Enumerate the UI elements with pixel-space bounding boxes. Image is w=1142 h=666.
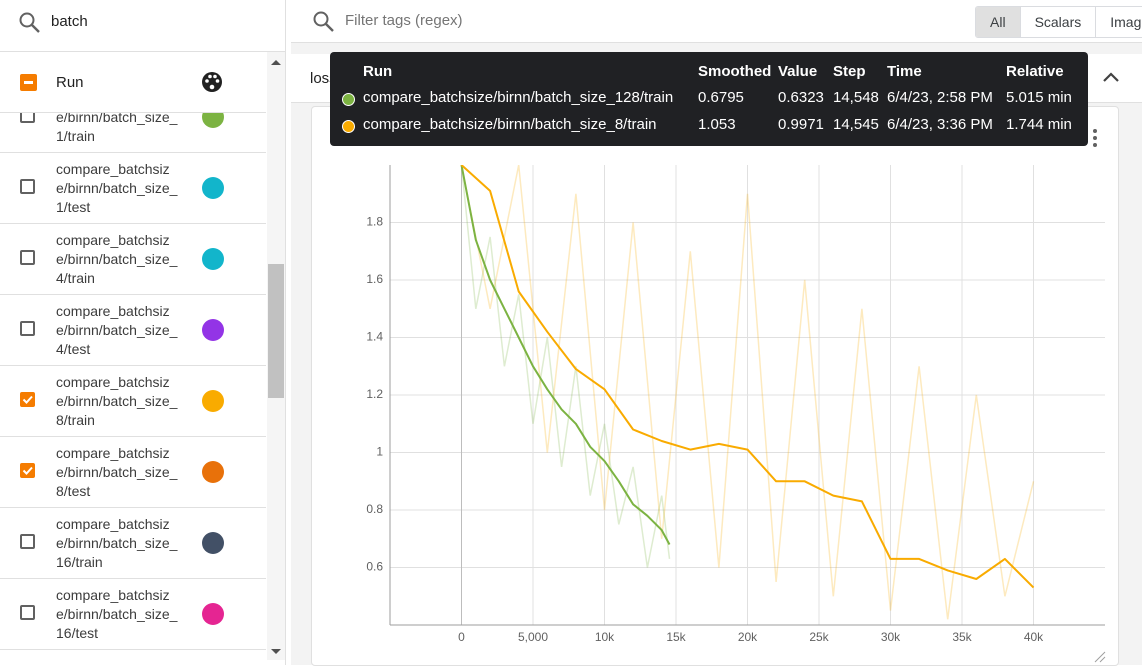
run-label: compare_batchsize/birnn/batch_size_8/tra… bbox=[56, 374, 178, 428]
tooltip-value: 0.6795 bbox=[698, 89, 744, 106]
tooltip-run-color bbox=[342, 93, 355, 106]
toolbar: Filter tags (regex) AllScalarsImages bbox=[291, 0, 1142, 43]
smoothed-line bbox=[460, 165, 1035, 589]
run-checkbox[interactable] bbox=[20, 179, 35, 194]
tooltip-value: 0.6323 bbox=[778, 89, 824, 106]
run-label: compare_batchsize/birnn/batch_size_1/tra… bbox=[56, 113, 178, 144]
run-label: compare_batchsize/birnn/batch_size_16/tr… bbox=[56, 516, 178, 570]
collapse-icon[interactable] bbox=[1101, 68, 1121, 88]
plot-area bbox=[460, 165, 1035, 620]
palette-icon[interactable] bbox=[200, 70, 226, 96]
run-item[interactable]: compare_batchsize/birnn/batch_size_4/tra… bbox=[0, 224, 266, 295]
run-checkbox[interactable] bbox=[20, 250, 35, 265]
run-item[interactable]: compare_batchsize/birnn/batch_size_1/tra… bbox=[0, 113, 266, 153]
run-header: Run bbox=[0, 52, 266, 113]
tab[interactable]: Scalars bbox=[1021, 7, 1097, 37]
y-tick-label: 1 bbox=[376, 445, 383, 459]
card-menu[interactable] bbox=[1090, 127, 1100, 149]
run-checkbox[interactable] bbox=[20, 463, 35, 478]
x-tick-label: 40k bbox=[1024, 630, 1044, 644]
select-all[interactable] bbox=[20, 74, 37, 91]
run-item[interactable]: compare_batchsize/birnn/batch_size_16/tr… bbox=[0, 508, 266, 579]
run-label: compare_batchsize/birnn/batch_size_4/tes… bbox=[56, 303, 178, 357]
run-list: compare_batchsize/birnn/batch_size_1/tra… bbox=[0, 113, 266, 660]
tooltip-value: 6/4/23, 3:36 PM bbox=[887, 116, 993, 133]
run-label: compare_batchsize/birnn/batch_size_4/tra… bbox=[56, 232, 178, 286]
x-tick-label: 25k bbox=[809, 630, 829, 644]
tooltip-value: 14,548 bbox=[833, 89, 879, 106]
tooltip-header: Step bbox=[833, 63, 866, 80]
tooltip-value: 14,545 bbox=[833, 116, 879, 133]
raw-line bbox=[460, 165, 671, 568]
tooltip-value: 1.744 min bbox=[1006, 116, 1072, 133]
tooltip-run-color bbox=[342, 120, 355, 133]
run-item[interactable]: compare_batchsize/birnn/batch_size_8/tes… bbox=[0, 437, 266, 508]
tooltip-run: compare_batchsize/birnn/batch_size_128/t… bbox=[363, 89, 674, 106]
scroll-up[interactable] bbox=[270, 58, 282, 66]
run-color[interactable] bbox=[202, 248, 224, 270]
tooltip-header: Time bbox=[887, 63, 922, 80]
y-tick-label: 0.8 bbox=[366, 502, 383, 516]
x-tick-label: 20k bbox=[738, 630, 758, 644]
search-text: batch bbox=[51, 13, 88, 30]
filter-input[interactable]: Filter tags (regex) bbox=[345, 12, 463, 29]
run-label: compare_batchsize/birnn/batch_size_1/tes… bbox=[56, 161, 178, 215]
x-tick-label: 15k bbox=[666, 630, 686, 644]
search-icon bbox=[19, 12, 40, 33]
run-checkbox[interactable] bbox=[20, 321, 35, 336]
run-item[interactable]: compare_batchsize/birnn/batch_size_1/tes… bbox=[0, 153, 266, 224]
x-tick-label: 5,000 bbox=[518, 630, 548, 644]
y-tick-label: 1.6 bbox=[366, 272, 383, 286]
run-header-text: Run bbox=[56, 74, 84, 91]
tooltip-header: Run bbox=[363, 63, 393, 80]
run-color[interactable] bbox=[202, 113, 224, 128]
run-label: compare_batchsize/birnn/batch_size_8/tes… bbox=[56, 445, 178, 499]
run-item[interactable]: compare_batchsize/birnn/batch_size_8/tra… bbox=[0, 366, 266, 437]
tooltip-header: Relative bbox=[1006, 63, 1064, 80]
tabs: AllScalarsImages bbox=[975, 6, 1142, 38]
run-search[interactable]: batch bbox=[0, 0, 285, 52]
run-item[interactable]: compare_batchsize/birnn/batch_size_16/te… bbox=[0, 579, 266, 650]
tooltip-value: 1.053 bbox=[698, 116, 736, 133]
x-tick-label: 35k bbox=[952, 630, 972, 644]
tooltip-value: 0.9971 bbox=[778, 116, 824, 133]
run-color[interactable] bbox=[202, 532, 224, 554]
run-list-inner: compare_batchsize/birnn/batch_size_1/tra… bbox=[0, 113, 266, 650]
run-label: compare_batchsize/birnn/batch_size_16/te… bbox=[56, 587, 178, 641]
run-checkbox[interactable] bbox=[20, 605, 35, 620]
run-color[interactable] bbox=[202, 319, 224, 341]
tab[interactable]: All bbox=[976, 7, 1021, 37]
y-tick-label: 1.2 bbox=[366, 387, 383, 401]
y-tick-label: 1.8 bbox=[366, 215, 383, 229]
y-tick-label: 1.4 bbox=[366, 330, 383, 344]
tooltip: Run Smoothed Value Step Time Relative compare_… bbox=[330, 52, 1088, 146]
tab[interactable]: Images bbox=[1096, 7, 1142, 37]
run-color[interactable] bbox=[202, 461, 224, 483]
tooltip-header: Value bbox=[778, 63, 818, 80]
x-tick-label: 30k bbox=[881, 630, 901, 644]
x-tick-label: 0 bbox=[458, 630, 465, 644]
scrollbar-thumb[interactable] bbox=[268, 264, 284, 398]
run-checkbox[interactable] bbox=[20, 392, 35, 407]
tooltip-header: Smoothed bbox=[698, 63, 772, 80]
tooltip-value: 6/4/23, 2:58 PM bbox=[887, 89, 993, 106]
y-tick-label: 0.6 bbox=[366, 560, 383, 574]
run-item[interactable]: compare_batchsize/birnn/batch_size_4/tes… bbox=[0, 295, 266, 366]
run-color[interactable] bbox=[202, 177, 224, 199]
resize-handle[interactable] bbox=[1094, 651, 1106, 663]
raw-line bbox=[460, 165, 1035, 620]
smoothed-line bbox=[460, 165, 671, 545]
filter-icon bbox=[313, 11, 334, 32]
x-tick-label: 10k bbox=[595, 630, 615, 644]
run-checkbox[interactable] bbox=[20, 534, 35, 549]
run-color[interactable] bbox=[202, 390, 224, 412]
tooltip-run: compare_batchsize/birnn/batch_size_8/tra… bbox=[363, 116, 657, 133]
sidebar: batch Run compare_batchsize/birnn/batch_… bbox=[0, 0, 286, 665]
run-color[interactable] bbox=[202, 603, 224, 625]
run-checkbox[interactable] bbox=[20, 113, 35, 123]
tooltip-value: 5.015 min bbox=[1006, 89, 1072, 106]
scroll-down[interactable] bbox=[270, 648, 282, 656]
